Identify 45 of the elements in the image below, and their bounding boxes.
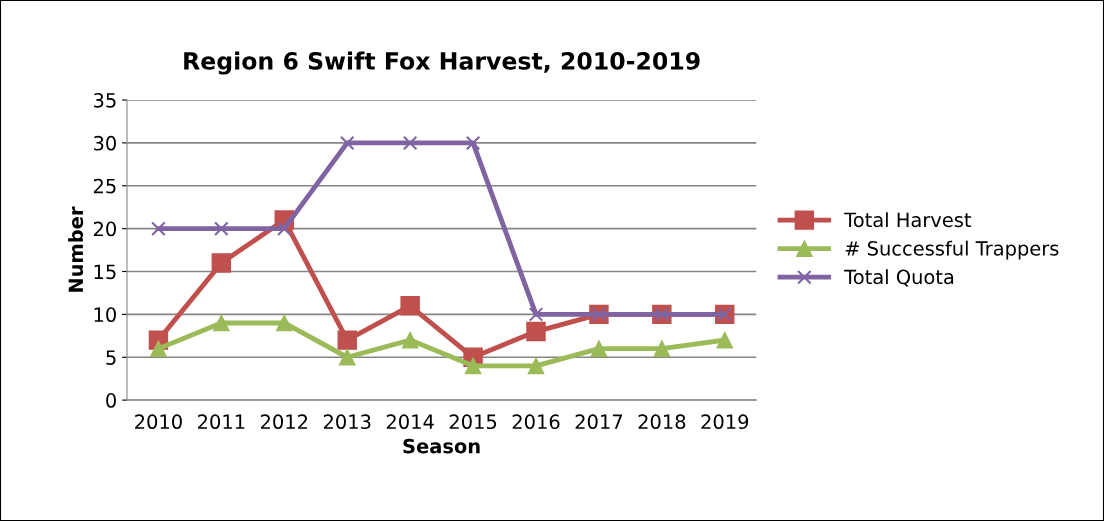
x-tick-label: 2011: [198, 414, 245, 430]
x-tick-label: 2016: [512, 414, 560, 430]
legend-label: Total Quota: [844, 269, 954, 287]
point: [213, 314, 230, 332]
point: [528, 307, 544, 322]
y-tick-label: 15: [94, 264, 116, 280]
x-tick-label: 2014: [386, 414, 434, 430]
point: [337, 330, 357, 350]
x-tick-label: 2013: [323, 414, 371, 430]
x-tick-label: 2010: [135, 414, 182, 430]
x-tick-label: 2018: [638, 414, 686, 430]
y-tick-label: 35: [93, 92, 116, 108]
y-tick-label: 10: [94, 307, 116, 323]
x-tick-label: 2017: [575, 414, 622, 430]
chart-title: Region 6 Swift Fox Harvest, 2010-2019: [184, 51, 700, 75]
point: [150, 340, 167, 358]
point: [339, 135, 355, 151]
point: [400, 296, 420, 316]
point: [151, 221, 166, 236]
y-axis-title: Number: [68, 206, 84, 292]
point: [211, 253, 232, 273]
point: [401, 331, 419, 349]
point: [465, 135, 481, 151]
x-tick-label: 2019: [701, 414, 749, 430]
y-tick-label: 25: [93, 178, 116, 194]
point: [338, 348, 356, 366]
x-tick-label: 2012: [260, 414, 308, 430]
legend-label: # Successful Trappers: [845, 240, 1059, 260]
x-tick-label: 2015: [449, 414, 497, 430]
y-tick-label: 0: [106, 393, 116, 408]
point: [526, 321, 546, 342]
point: [275, 314, 293, 332]
point: [402, 135, 418, 151]
y-tick-label: 20: [93, 221, 116, 237]
point: [653, 340, 671, 358]
point: [276, 221, 292, 236]
point: [214, 221, 229, 236]
x-axis-title: Season: [403, 438, 480, 454]
y-tick-label: 30: [93, 135, 116, 151]
point: [590, 340, 608, 358]
y-tick-label: 5: [106, 350, 116, 365]
point: [527, 357, 545, 375]
legend-label: Total Harvest: [844, 212, 972, 228]
point: [464, 357, 482, 375]
point: [716, 331, 734, 349]
